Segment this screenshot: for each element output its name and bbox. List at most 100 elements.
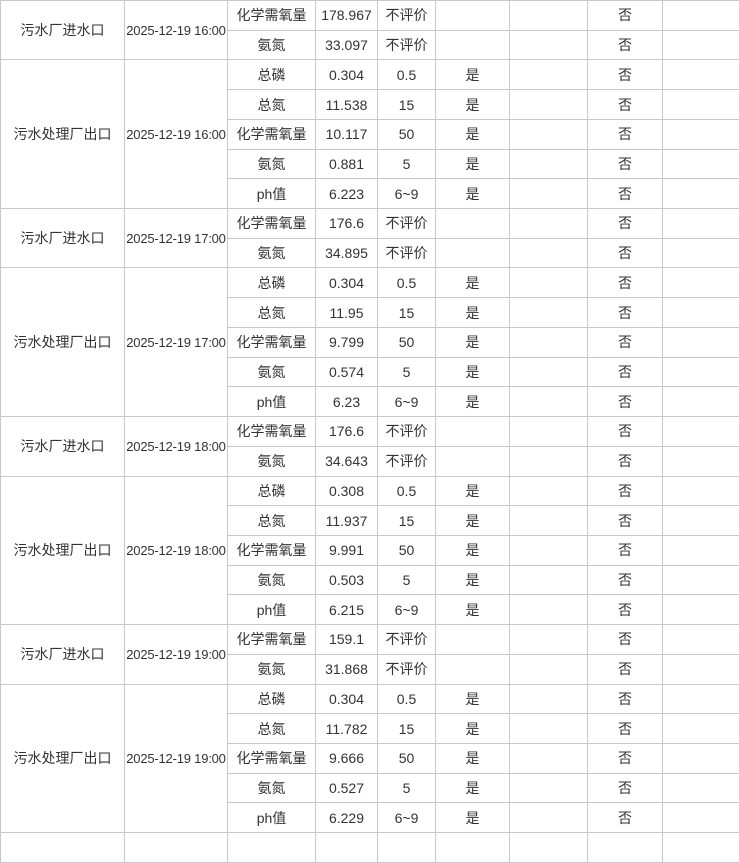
value-cell: 33.097 bbox=[316, 30, 378, 60]
blank-cell bbox=[663, 238, 739, 268]
exceed-cell: 否 bbox=[588, 1, 663, 31]
pass-cell: 是 bbox=[436, 149, 510, 179]
datetime-cell: 2025-12-19 19:00 bbox=[125, 684, 228, 833]
limit-cell: 6~9 bbox=[378, 387, 436, 417]
blank-cell bbox=[510, 417, 588, 447]
blank-cell bbox=[663, 803, 739, 833]
value-cell: 0.304 bbox=[316, 60, 378, 90]
limit-cell: 0.5 bbox=[378, 684, 436, 714]
param-cell: 化学需氧量 bbox=[228, 119, 316, 149]
location-cell: 污水处理厂出口 bbox=[1, 60, 125, 209]
limit-cell: 6~9 bbox=[378, 179, 436, 209]
blank-cell bbox=[510, 179, 588, 209]
blank-cell bbox=[510, 565, 588, 595]
blank-cell bbox=[510, 327, 588, 357]
limit-cell: 15 bbox=[378, 506, 436, 536]
datetime-cell: 2025-12-19 16:00 bbox=[125, 1, 228, 60]
pass-cell bbox=[436, 654, 510, 684]
blank-cell bbox=[663, 506, 739, 536]
blank-cell bbox=[228, 833, 316, 863]
exceed-cell: 否 bbox=[588, 654, 663, 684]
param-cell: 总氮 bbox=[228, 714, 316, 744]
blank-cell bbox=[663, 684, 739, 714]
blank-cell bbox=[663, 773, 739, 803]
param-cell: 氨氮 bbox=[228, 149, 316, 179]
blank-cell bbox=[510, 268, 588, 298]
value-cell: 176.6 bbox=[316, 209, 378, 239]
pass-cell bbox=[436, 417, 510, 447]
limit-cell: 6~9 bbox=[378, 595, 436, 625]
pass-cell: 是 bbox=[436, 298, 510, 328]
exceed-cell: 否 bbox=[588, 625, 663, 655]
blank-cell bbox=[663, 179, 739, 209]
datetime-cell: 2025-12-19 18:00 bbox=[125, 476, 228, 625]
exceed-cell: 否 bbox=[588, 30, 663, 60]
limit-cell: 5 bbox=[378, 357, 436, 387]
exceed-cell: 否 bbox=[588, 773, 663, 803]
limit-cell: 0.5 bbox=[378, 476, 436, 506]
param-cell: 化学需氧量 bbox=[228, 535, 316, 565]
pass-cell: 是 bbox=[436, 357, 510, 387]
exceed-cell: 否 bbox=[588, 476, 663, 506]
exceed-cell: 否 bbox=[588, 268, 663, 298]
limit-cell: 不评价 bbox=[378, 209, 436, 239]
exceed-cell: 否 bbox=[588, 417, 663, 447]
value-cell: 34.895 bbox=[316, 238, 378, 268]
param-cell: ph值 bbox=[228, 803, 316, 833]
blank-cell bbox=[663, 654, 739, 684]
value-cell: 176.6 bbox=[316, 417, 378, 447]
location-cell: 污水厂进水口 bbox=[1, 417, 125, 476]
exceed-cell: 否 bbox=[588, 565, 663, 595]
location-cell: 污水厂进水口 bbox=[1, 625, 125, 684]
param-cell: 氨氮 bbox=[228, 357, 316, 387]
param-cell: 氨氮 bbox=[228, 238, 316, 268]
param-cell: ph值 bbox=[228, 179, 316, 209]
exceed-cell: 否 bbox=[588, 446, 663, 476]
blank-cell bbox=[663, 327, 739, 357]
limit-cell: 50 bbox=[378, 535, 436, 565]
value-cell: 11.538 bbox=[316, 90, 378, 120]
blank-cell bbox=[663, 535, 739, 565]
blank-cell bbox=[510, 119, 588, 149]
value-cell: 178.967 bbox=[316, 1, 378, 31]
exceed-cell: 否 bbox=[588, 298, 663, 328]
blank-cell bbox=[663, 1, 739, 31]
blank-cell bbox=[510, 535, 588, 565]
blank-cell bbox=[125, 833, 228, 863]
value-cell: 0.304 bbox=[316, 268, 378, 298]
exceed-cell: 否 bbox=[588, 209, 663, 239]
datetime-cell: 2025-12-19 17:00 bbox=[125, 209, 228, 268]
value-cell: 10.117 bbox=[316, 119, 378, 149]
limit-cell: 6~9 bbox=[378, 803, 436, 833]
limit-cell: 不评价 bbox=[378, 446, 436, 476]
limit-cell: 5 bbox=[378, 565, 436, 595]
param-cell: ph值 bbox=[228, 595, 316, 625]
blank-cell bbox=[663, 565, 739, 595]
pass-cell bbox=[436, 238, 510, 268]
limit-cell: 不评价 bbox=[378, 1, 436, 31]
param-cell: ph值 bbox=[228, 387, 316, 417]
datetime-cell: 2025-12-19 18:00 bbox=[125, 417, 228, 476]
exceed-cell: 否 bbox=[588, 90, 663, 120]
blank-cell bbox=[510, 446, 588, 476]
blank-cell bbox=[663, 60, 739, 90]
value-cell: 6.229 bbox=[316, 803, 378, 833]
blank-cell bbox=[663, 476, 739, 506]
limit-cell: 不评价 bbox=[378, 654, 436, 684]
pass-cell: 是 bbox=[436, 803, 510, 833]
datetime-cell: 2025-12-19 16:00 bbox=[125, 60, 228, 209]
value-cell: 31.868 bbox=[316, 654, 378, 684]
blank-cell bbox=[510, 30, 588, 60]
pass-cell: 是 bbox=[436, 268, 510, 298]
table-row-partial bbox=[1, 833, 739, 863]
exceed-cell: 否 bbox=[588, 714, 663, 744]
param-cell: 化学需氧量 bbox=[228, 417, 316, 447]
value-cell: 159.1 bbox=[316, 625, 378, 655]
exceed-cell: 否 bbox=[588, 387, 663, 417]
limit-cell: 5 bbox=[378, 773, 436, 803]
